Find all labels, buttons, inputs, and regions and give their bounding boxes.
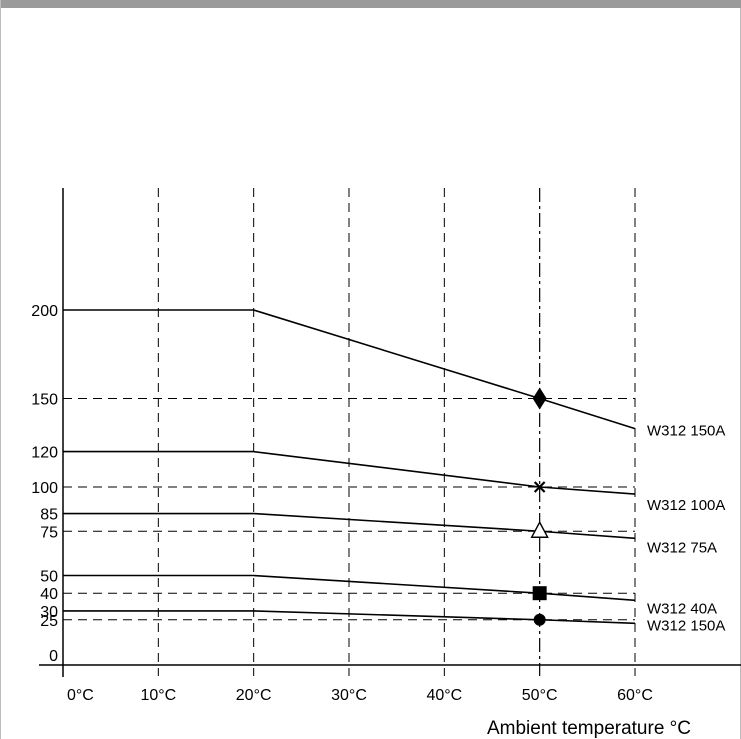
series-line-5 [63,610,636,625]
series-line-4 [63,574,636,602]
x-tick-label-20: 20°C [236,687,272,704]
series-label-3: W312 75A [647,539,717,556]
y-tick-label-100: 100 [31,480,58,497]
y-tick-label-75: 75 [40,524,58,541]
x-tick-label-60: 60°C [617,687,653,704]
y-tick-label-50: 50 [40,569,58,586]
series-layer [63,309,636,625]
y-tick-label-120: 120 [31,445,58,462]
y-tick-label-40: 40 [40,586,58,603]
marker-x-2 [533,481,546,493]
y-tick-label-85: 85 [40,507,58,524]
top-bar [1,0,741,8]
y-tick-label-0: 0 [49,648,58,665]
y-tick-label-150: 150 [31,392,58,409]
marker-x-2-stroke-b [533,481,546,493]
y-tick-label-200: 200 [31,303,58,320]
marker-triangle-open-3 [530,520,549,538]
x-tick-label-50: 50°C [522,687,558,704]
marker-square-4 [532,586,547,601]
series-label-4: W312 40A [647,600,717,617]
y-tick-label-30: 30 [40,604,58,621]
series-line-1 [63,309,636,430]
y-tick-label-25: 25 [40,613,58,630]
marker-diamond-1 [532,387,547,410]
series-line-3 [63,512,636,540]
x-tick-label-0: 0°C [67,687,94,704]
x-tick-label-30: 30°C [331,687,367,704]
axis-layer [39,188,741,677]
grid-layer [63,188,636,676]
series-label-5: W312 150A [647,617,725,634]
marker-circle-5 [533,613,546,626]
marker-layer [530,387,549,626]
x-tick-label-40: 40°C [426,687,462,704]
x-tick-label-10: 10°C [140,687,176,704]
series-label-2: W312 100A [647,497,725,514]
series-line-2 [63,450,636,495]
series-label-1: W312 150A [647,423,725,440]
x-axis-title: Ambient temperature °C [487,718,691,739]
